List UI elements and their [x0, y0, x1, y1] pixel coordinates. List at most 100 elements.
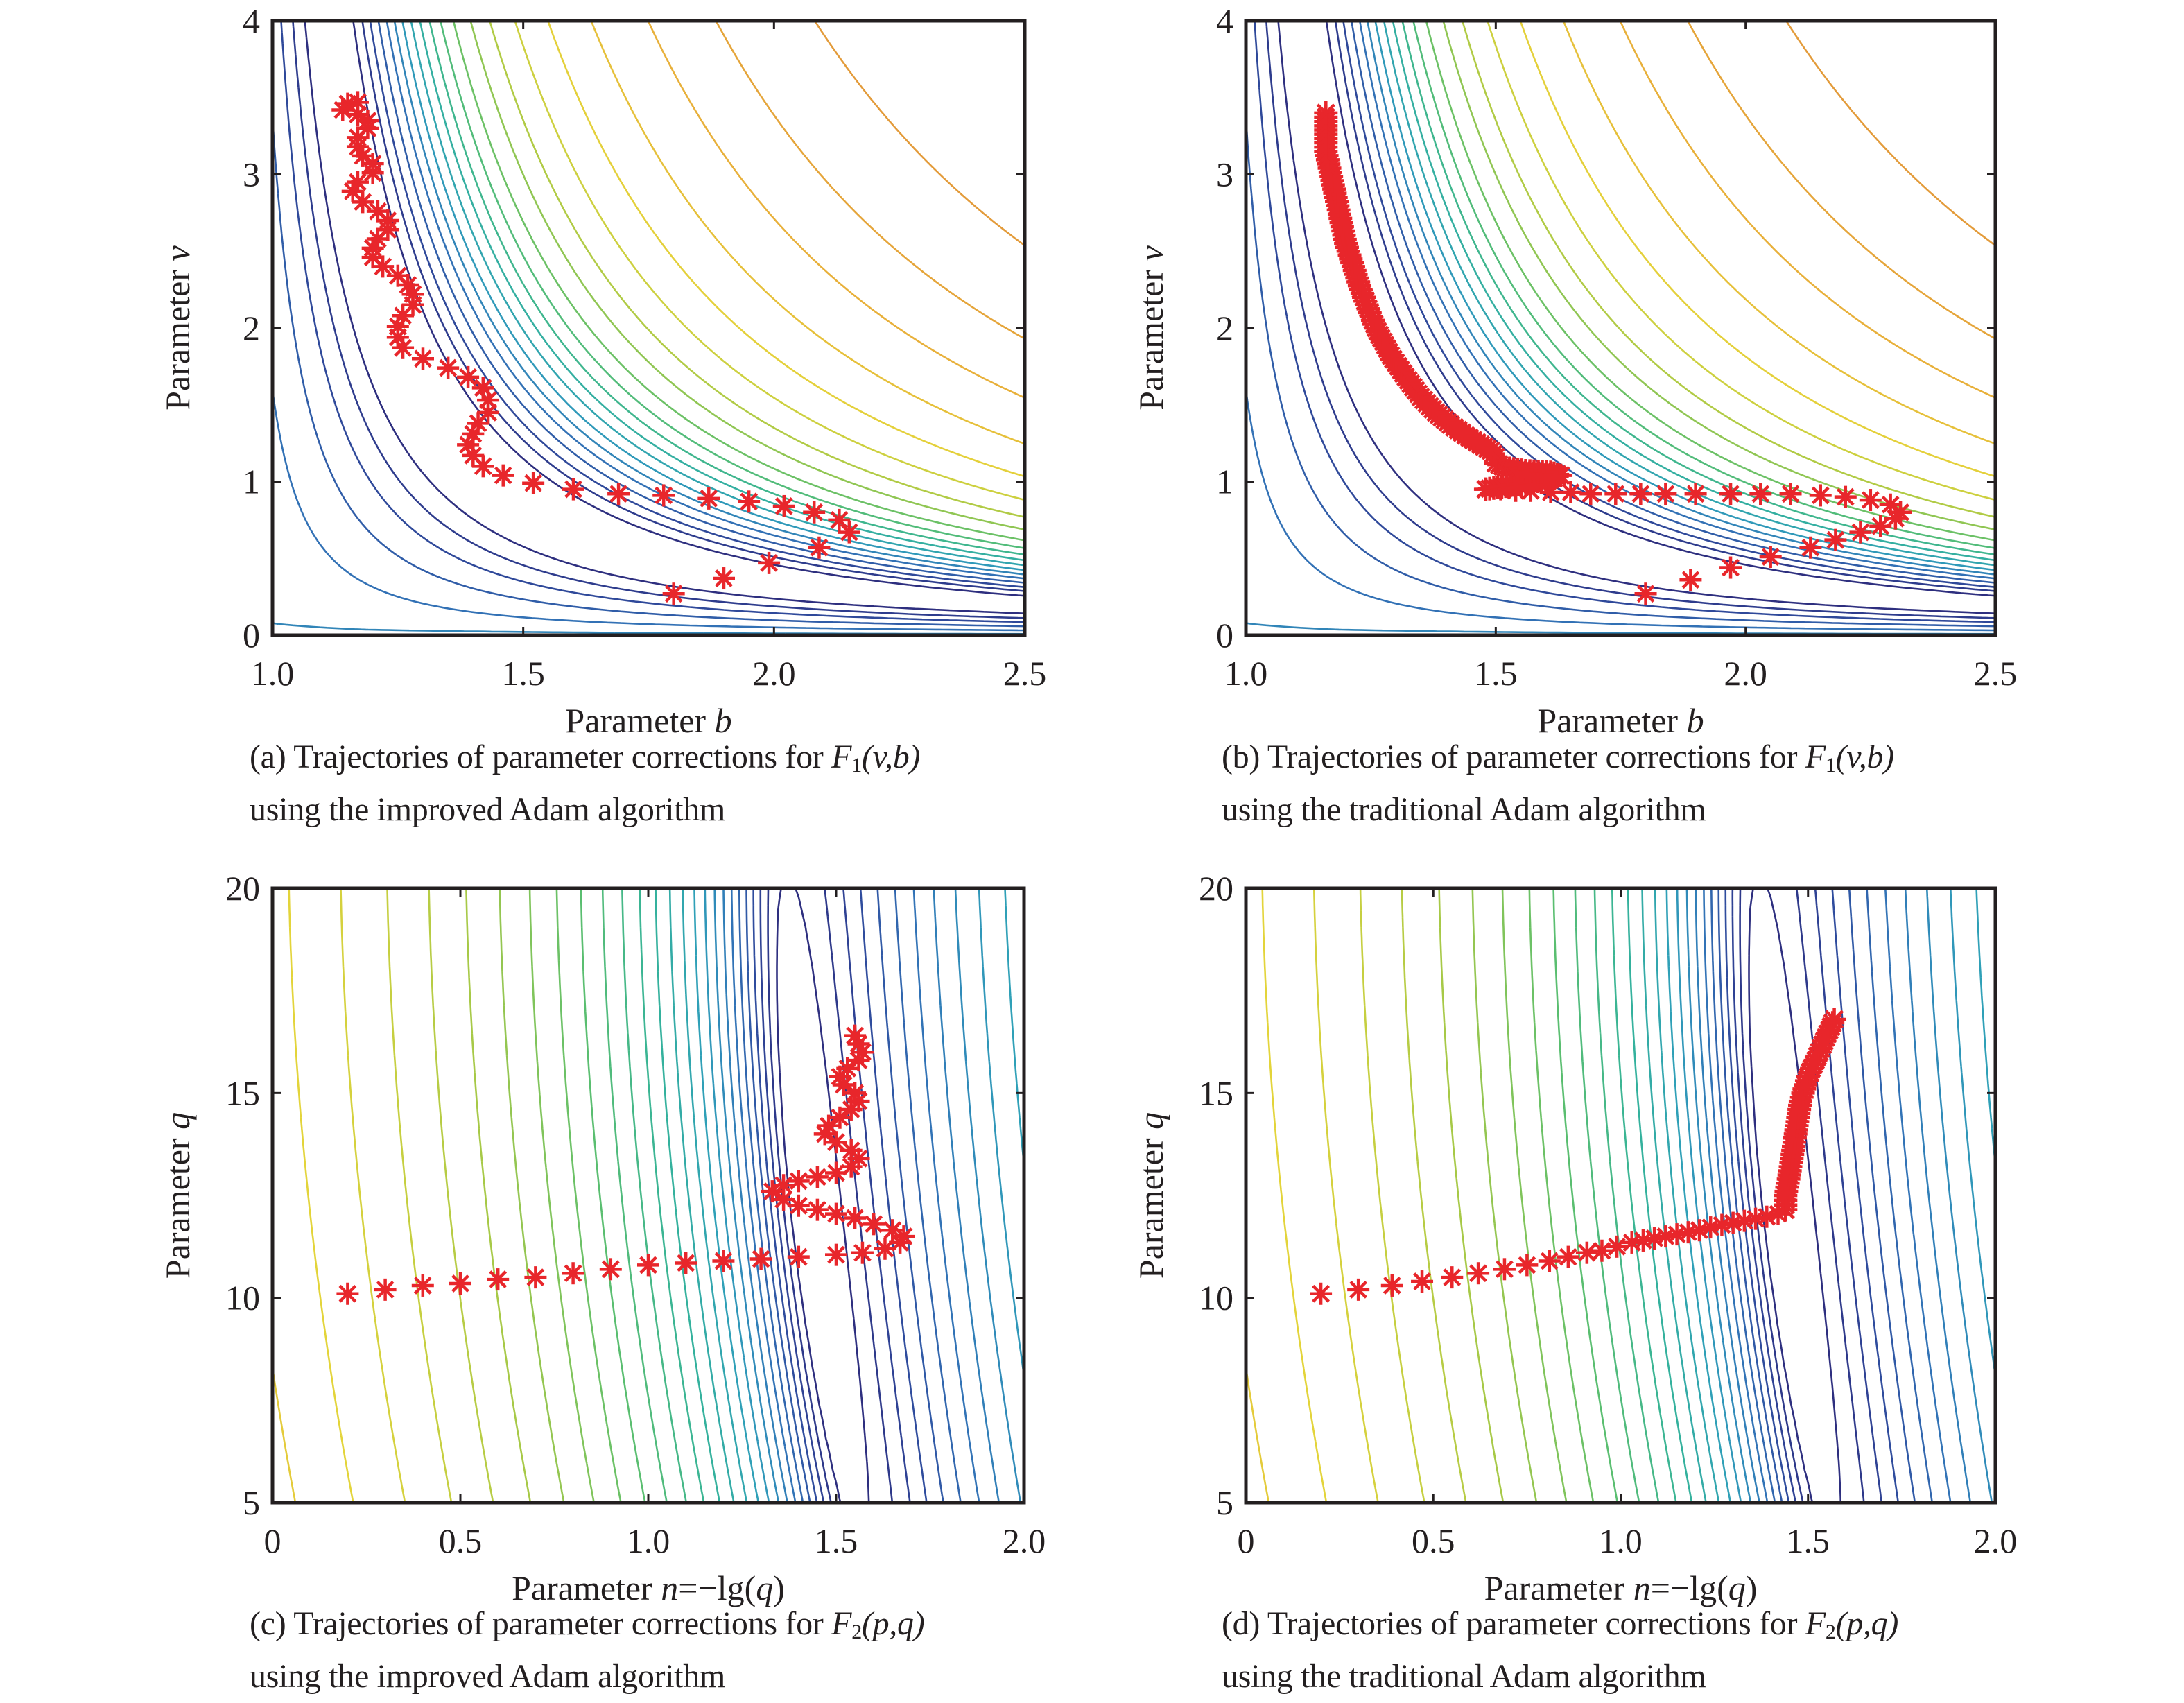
trajectory-marker	[346, 91, 369, 114]
marker-stroke	[1561, 483, 1580, 501]
y-axis-label: Parameter q	[158, 1112, 197, 1279]
marker-stroke	[354, 193, 372, 211]
trajectory	[336, 1024, 915, 1305]
y-tick-label: 5	[243, 1483, 260, 1522]
marker-stroke	[1413, 1272, 1431, 1290]
contour-line	[621, 888, 688, 1503]
marker-stroke	[760, 553, 779, 572]
contour-line	[730, 888, 980, 1503]
trajectory-marker	[758, 551, 781, 574]
caption-b: (b) Trajectories of parameter correction…	[1222, 735, 1894, 832]
marker-stroke	[664, 585, 683, 603]
trajectory-marker	[1411, 1270, 1434, 1293]
caption-c-sub: 2	[851, 1620, 862, 1643]
trajectory-marker	[1679, 569, 1702, 591]
trajectory-marker	[712, 1250, 735, 1272]
trajectory	[1314, 101, 1912, 605]
marker-stroke	[1681, 571, 1700, 589]
trajectory-marker	[1380, 1274, 1403, 1297]
contour-line	[1528, 888, 1595, 1503]
trajectory-marker	[562, 1262, 584, 1285]
caption-c-args: (p,q)	[861, 1605, 925, 1642]
trajectory-marker	[1591, 1239, 1613, 1262]
marker-stroke	[1686, 485, 1705, 503]
marker-stroke	[849, 1035, 868, 1053]
x-axis-label-var: b	[715, 701, 732, 740]
y-tick-label: 10	[225, 1279, 260, 1317]
x-tick-label: 1.0	[1224, 654, 1268, 693]
marker-stroke	[1824, 1010, 1844, 1029]
x-tick-label: 1.5	[501, 654, 545, 693]
trajectory-marker	[449, 1272, 471, 1295]
trajectory-marker	[772, 494, 795, 517]
caption-b-line2: using the traditional Adam algorithm	[1222, 791, 1706, 828]
marker-stroke	[1722, 558, 1740, 577]
trajectory-marker	[1684, 483, 1707, 505]
marker-stroke	[1634, 1231, 1652, 1250]
marker-stroke	[394, 338, 412, 357]
y-tick-label: 0	[1216, 616, 1233, 655]
contour-line	[601, 888, 668, 1503]
marker-stroke	[853, 1043, 872, 1062]
contour-line	[1654, 888, 1720, 1503]
contour-line	[647, 21, 1025, 399]
y-tick-label: 10	[1199, 1279, 1233, 1317]
trajectory-marker	[492, 464, 514, 487]
y-axis-label-var: q	[1132, 1112, 1170, 1130]
contour-line	[304, 21, 1025, 614]
y-axis-label-text: Parameter	[1132, 1130, 1170, 1279]
contour-line	[1519, 21, 1995, 478]
marker-stroke	[479, 391, 497, 410]
contour-line	[1687, 21, 1995, 340]
marker-stroke	[834, 1075, 853, 1094]
marker-stroke	[1801, 538, 1820, 557]
axes-frame	[1244, 886, 1997, 1505]
contour-line	[1246, 1367, 1270, 1503]
x-tick-label: 1.0	[627, 1521, 670, 1560]
contour-line	[1717, 888, 1916, 1503]
trajectory-marker	[1538, 1250, 1561, 1272]
trajectory-marker	[749, 1247, 772, 1270]
marker-stroke	[1469, 1264, 1488, 1283]
marker-stroke	[354, 147, 372, 165]
trajectory-marker	[806, 1166, 829, 1188]
trajectory-marker	[1719, 556, 1742, 579]
y-axis-label: Parameter v	[1132, 245, 1170, 410]
marker-stroke	[368, 202, 387, 221]
contour-line	[1593, 888, 1660, 1503]
contour-line	[715, 21, 1025, 340]
caption-a-text: (a) Trajectories of parameter correction…	[250, 738, 832, 775]
trajectory-marker	[346, 171, 369, 193]
marker-stroke	[715, 569, 733, 587]
contour-line	[1619, 21, 1995, 399]
trajectory	[331, 91, 860, 605]
marker-stroke	[564, 1264, 582, 1283]
trajectory-marker	[1654, 483, 1677, 505]
marker-stroke	[808, 1200, 826, 1219]
x-axis-label-text: Parameter	[1484, 1568, 1633, 1607]
trajectory-marker	[844, 1082, 867, 1105]
trajectory-marker	[336, 1282, 359, 1305]
trajectory-marker	[1559, 481, 1582, 504]
marker-stroke	[1656, 1227, 1675, 1245]
y-tick-label: 0	[243, 616, 260, 655]
trajectory-marker	[1604, 483, 1627, 505]
marker-stroke	[1811, 486, 1830, 505]
marker-stroke	[639, 1256, 657, 1274]
trajectory-marker	[1889, 501, 1912, 524]
marker-stroke	[1316, 103, 1335, 123]
x-tick-label: 2.0	[1724, 654, 1767, 693]
caption-d: (d) Trajectories of parameter correction…	[1222, 1602, 1898, 1699]
trajectory-marker	[787, 1170, 810, 1193]
marker-stroke	[564, 480, 582, 499]
trajectory-marker	[607, 483, 630, 505]
marker-stroke	[601, 1260, 620, 1279]
y-axis-label: Parameter q	[1132, 1112, 1170, 1279]
marker-stroke	[524, 474, 543, 492]
trajectory-marker	[1634, 582, 1657, 605]
trajectory-marker	[457, 365, 480, 388]
y-axis-label-var: v	[1132, 245, 1170, 261]
marker-stroke	[358, 112, 377, 130]
trajectory-marker	[637, 1254, 659, 1277]
